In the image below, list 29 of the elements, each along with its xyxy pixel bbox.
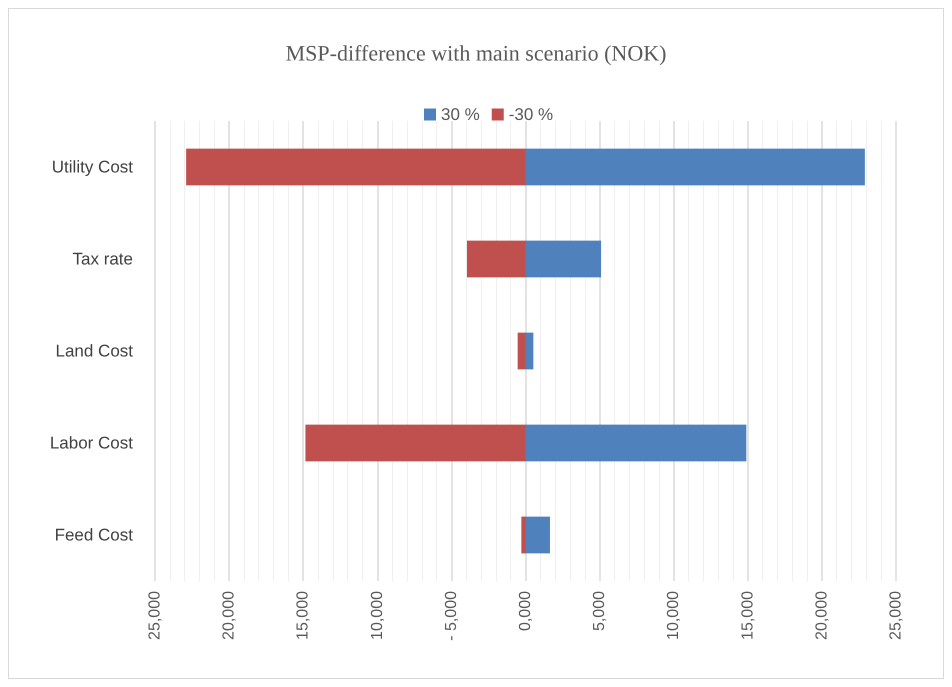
y-tick-label: Utility Cost [52, 158, 134, 176]
y-tick-label: Land Cost [56, 342, 134, 360]
bar [526, 516, 550, 554]
x-tick-label: 20,000 [813, 590, 830, 640]
bar [186, 148, 526, 186]
legend-label: -30 % [508, 105, 554, 124]
x-tick-label: 25,000 [888, 590, 904, 640]
bar [305, 424, 526, 462]
x-tick-label: 15,000 [739, 590, 756, 640]
x-tick-label: 10,000 [368, 590, 386, 640]
bar [526, 424, 746, 462]
y-tick-label: Tax rate [72, 250, 133, 268]
x-tick-label: 25,000 [146, 590, 164, 640]
bar [526, 332, 534, 370]
y-tick-label: Labor Cost [50, 434, 134, 452]
bar [466, 240, 526, 278]
x-tick-label: - 5,000 [442, 590, 460, 641]
chart-title: MSP-difference with main scenario (NOK) [286, 40, 666, 66]
x-tick-label: 15,000 [294, 590, 312, 640]
bar [526, 148, 865, 186]
x-tick-label: 5,000 [591, 590, 608, 632]
x-tick-label: 20,000 [220, 590, 238, 640]
x-tick-label: 0,000 [517, 590, 534, 632]
legend-label: 30 % [441, 105, 480, 124]
x-tick-label: 10,000 [665, 590, 682, 640]
bar [526, 240, 602, 278]
bar [521, 516, 526, 554]
bar [518, 332, 526, 370]
y-tick-label: Feed Cost [54, 526, 134, 544]
